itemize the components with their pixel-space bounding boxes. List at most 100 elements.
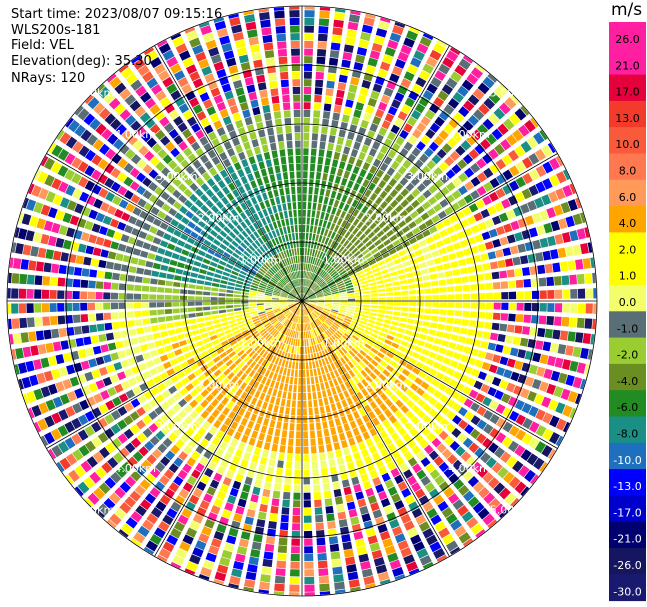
velocity-gate xyxy=(150,278,158,285)
velocity-gate xyxy=(137,525,150,538)
velocity-gate xyxy=(272,295,280,298)
velocity-gate xyxy=(408,27,420,34)
velocity-gate xyxy=(113,331,122,340)
velocity-gate xyxy=(249,206,256,215)
velocity-gate xyxy=(208,425,218,435)
velocity-gate xyxy=(482,437,493,449)
velocity-gate xyxy=(347,255,355,262)
velocity-gate xyxy=(266,260,273,267)
velocity-gate xyxy=(240,459,249,468)
velocity-gate xyxy=(351,394,359,403)
velocity-gate xyxy=(398,322,407,328)
velocity-gate xyxy=(348,369,356,378)
velocity-gate xyxy=(477,507,490,520)
velocity-gate xyxy=(414,345,423,353)
velocity-gate xyxy=(239,102,249,111)
velocity-gate xyxy=(276,172,282,181)
velocity-gate xyxy=(363,267,372,273)
velocity-gate xyxy=(33,388,44,401)
velocity-gate xyxy=(343,203,350,212)
velocity-gate xyxy=(206,486,217,496)
velocity-gate xyxy=(333,352,339,360)
velocity-gate xyxy=(433,135,444,146)
velocity-gate xyxy=(562,405,573,417)
velocity-gate xyxy=(446,317,454,324)
velocity-gate xyxy=(213,61,225,72)
velocity-gate xyxy=(309,163,316,172)
velocity-gate xyxy=(242,285,251,290)
velocity-gate xyxy=(365,199,373,208)
velocity-gate xyxy=(304,56,313,64)
velocity-gate xyxy=(341,248,348,256)
velocity-gate xyxy=(281,259,287,267)
velocity-gate xyxy=(185,383,194,392)
velocity-gate xyxy=(257,289,265,293)
velocity-gate xyxy=(476,172,487,183)
velocity-gate xyxy=(191,469,201,479)
velocity-gate xyxy=(308,361,313,369)
velocity-gate xyxy=(379,530,391,541)
velocity-gate xyxy=(323,291,331,295)
velocity-gate xyxy=(216,564,229,574)
velocity-gate xyxy=(302,299,309,301)
velocity-gate xyxy=(293,288,298,295)
velocity-gate xyxy=(447,98,460,109)
velocity-gate xyxy=(359,349,367,357)
velocity-gate xyxy=(256,272,264,278)
velocity-gate xyxy=(478,103,490,115)
velocity-gate xyxy=(64,421,76,433)
velocity-gate xyxy=(126,293,134,300)
velocity-gate xyxy=(284,476,292,485)
velocity-gate xyxy=(256,439,264,449)
velocity-gate xyxy=(472,88,485,100)
velocity-gate xyxy=(502,407,513,418)
velocity-gate xyxy=(18,362,28,374)
velocity-gate xyxy=(200,193,209,203)
velocity-gate xyxy=(221,397,230,406)
velocity-gate xyxy=(350,148,359,158)
velocity-gate xyxy=(298,369,302,378)
velocity-gate xyxy=(480,138,491,150)
velocity-gate xyxy=(323,196,329,205)
velocity-gate xyxy=(237,349,245,357)
velocity-gate xyxy=(457,159,468,170)
velocity-gate xyxy=(338,267,345,274)
velocity-gate xyxy=(231,375,239,384)
colorbar-segment xyxy=(609,311,646,339)
velocity-gate xyxy=(228,65,239,75)
velocity-gate xyxy=(510,371,520,382)
velocity-gate xyxy=(228,319,237,324)
velocity-gate xyxy=(350,444,359,454)
velocity-gate xyxy=(257,464,266,473)
velocity-gate xyxy=(395,438,405,448)
velocity-gate xyxy=(292,280,296,288)
velocity-gate xyxy=(356,546,368,556)
velocity-gate xyxy=(293,280,297,287)
velocity-gate xyxy=(137,258,147,267)
velocity-gate xyxy=(266,312,274,317)
velocity-gate xyxy=(314,94,322,103)
velocity-gate xyxy=(474,143,486,155)
velocity-gate xyxy=(510,220,520,231)
velocity-gate xyxy=(276,421,282,430)
velocity-gate xyxy=(327,142,334,151)
velocity-gate xyxy=(394,21,406,28)
velocity-gate xyxy=(220,339,229,347)
colorbar-unit: m/s xyxy=(611,0,643,20)
range-label: 5.00km xyxy=(490,86,532,99)
velocity-gate xyxy=(149,294,157,300)
velocity-gate xyxy=(502,169,513,181)
velocity-gate xyxy=(477,350,487,359)
velocity-gate xyxy=(293,384,297,393)
velocity-gate xyxy=(446,50,459,62)
velocity-gate xyxy=(303,109,311,118)
velocity-gate xyxy=(326,412,333,421)
velocity-gate xyxy=(470,302,478,309)
velocity-gate xyxy=(184,415,194,425)
velocity-gate xyxy=(380,392,389,402)
velocity-gate xyxy=(528,152,540,165)
velocity-gate xyxy=(424,109,436,120)
velocity-gate xyxy=(127,456,138,468)
velocity-gate xyxy=(195,415,205,425)
velocity-gate xyxy=(254,274,262,280)
